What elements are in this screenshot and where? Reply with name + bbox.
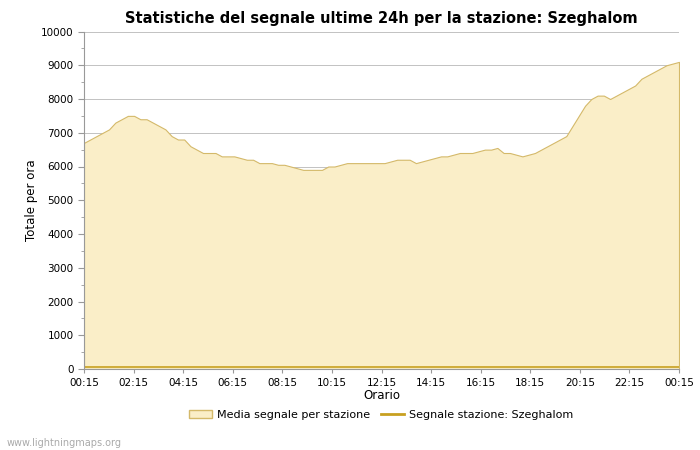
X-axis label: Orario: Orario	[363, 389, 400, 402]
Legend: Media segnale per stazione, Segnale stazione: Szeghalom: Media segnale per stazione, Segnale staz…	[185, 405, 578, 424]
Title: Statistiche del segnale ultime 24h per la stazione: Szeghalom: Statistiche del segnale ultime 24h per l…	[125, 11, 638, 26]
Text: www.lightningmaps.org: www.lightningmaps.org	[7, 438, 122, 448]
Y-axis label: Totale per ora: Totale per ora	[25, 159, 38, 241]
